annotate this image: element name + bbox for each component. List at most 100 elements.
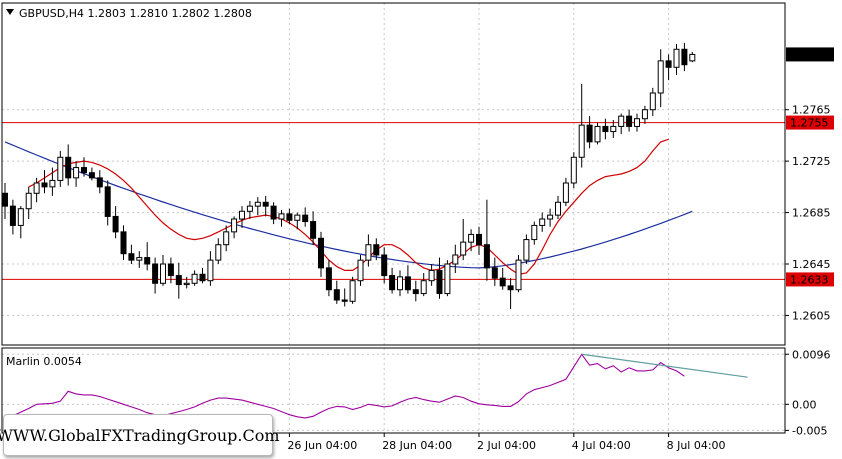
candle — [318, 231, 324, 277]
oscillator-tick-label: 0.00 — [792, 398, 817, 411]
candle — [555, 195, 561, 219]
candle — [476, 226, 482, 255]
candle-body — [302, 214, 309, 223]
candle — [231, 216, 238, 239]
candle — [160, 255, 166, 286]
candle-body — [641, 109, 648, 120]
candle-body — [136, 257, 143, 261]
candle — [507, 278, 514, 309]
candle-body — [223, 231, 230, 246]
chart-menu-triangle-icon[interactable] — [6, 9, 14, 15]
candle-body — [507, 285, 514, 291]
candle-body — [562, 182, 569, 203]
candle — [152, 257, 159, 294]
candle — [286, 208, 293, 225]
price-tick-label: 1.2765 — [792, 104, 831, 117]
horizontal-levels[interactable]: 1.2755 1.2633 — [2, 115, 834, 287]
time-tick-label: 2 Jul 04:00 — [477, 439, 536, 452]
candle-body — [673, 48, 680, 68]
candle — [634, 113, 640, 132]
divergence-line — [581, 353, 748, 378]
candle — [523, 234, 530, 264]
candle — [404, 265, 411, 294]
candle — [49, 167, 56, 196]
candle-body — [270, 205, 277, 220]
candle — [223, 225, 230, 252]
candle — [17, 206, 24, 239]
candle-body — [246, 205, 253, 212]
candle-body — [104, 186, 111, 217]
candle — [397, 270, 403, 297]
candle-body — [412, 289, 419, 295]
candle — [167, 257, 174, 284]
candle-body — [33, 182, 40, 194]
candle-body — [444, 263, 451, 295]
candle — [349, 276, 356, 304]
candle — [262, 195, 269, 217]
candle — [681, 42, 688, 72]
candle — [436, 257, 443, 299]
candle-body — [476, 233, 482, 246]
candle-body — [531, 224, 538, 241]
candle-body — [310, 221, 317, 239]
candle-body — [523, 239, 530, 261]
watermark-text: WWW.GlobalFXTradingGroup.Com — [0, 425, 280, 445]
candle-body — [460, 241, 467, 256]
candle — [175, 262, 182, 299]
current-price-box — [786, 47, 834, 62]
candle — [128, 244, 135, 264]
candle — [270, 202, 277, 225]
candle-body — [49, 179, 56, 188]
candle — [341, 288, 348, 307]
candle-body — [373, 244, 380, 256]
candle-body — [318, 237, 324, 269]
current-price-label: 1.2808 — [790, 48, 829, 61]
candle-body — [515, 259, 522, 291]
candle-body — [665, 60, 672, 68]
candle-body — [2, 192, 8, 207]
candle — [254, 197, 261, 216]
candle — [515, 255, 522, 293]
oscillator-line — [4, 353, 685, 420]
candle-body — [160, 263, 166, 284]
candle-body — [468, 233, 475, 243]
candle — [420, 273, 427, 297]
candle-body — [555, 201, 561, 216]
candle-body — [404, 276, 411, 291]
candle — [602, 118, 609, 140]
candle-body — [610, 125, 617, 133]
level-price-box — [786, 115, 834, 130]
candle-body — [120, 231, 127, 255]
candle-body — [231, 218, 238, 233]
candle — [641, 105, 648, 124]
oscillator-tick-label: -0.005 — [792, 424, 827, 437]
candle-body — [681, 48, 688, 66]
grid — [2, 3, 785, 433]
candle — [483, 199, 490, 281]
candle-body — [626, 115, 633, 127]
candle-body — [491, 267, 498, 279]
price-tick-label: 1.2725 — [792, 155, 831, 168]
candle-body — [499, 277, 506, 287]
candle-body — [215, 244, 222, 261]
candle — [294, 212, 301, 230]
candle — [302, 207, 309, 227]
candle — [468, 229, 475, 252]
candle-body — [17, 208, 24, 226]
candle — [81, 157, 87, 177]
candle-body — [578, 124, 585, 158]
candle — [444, 260, 451, 297]
candle-body — [657, 60, 664, 94]
candle-body — [41, 182, 48, 188]
candle-body — [570, 156, 577, 184]
candle-body — [112, 215, 119, 233]
candle-body — [88, 172, 95, 179]
time-tick-label: 28 Jun 04:00 — [382, 439, 452, 452]
time-tick-label: 8 Jul 04:00 — [667, 439, 726, 452]
candle — [104, 180, 111, 226]
candle — [626, 109, 633, 132]
candle-body — [649, 92, 656, 111]
candle-body — [333, 289, 340, 301]
